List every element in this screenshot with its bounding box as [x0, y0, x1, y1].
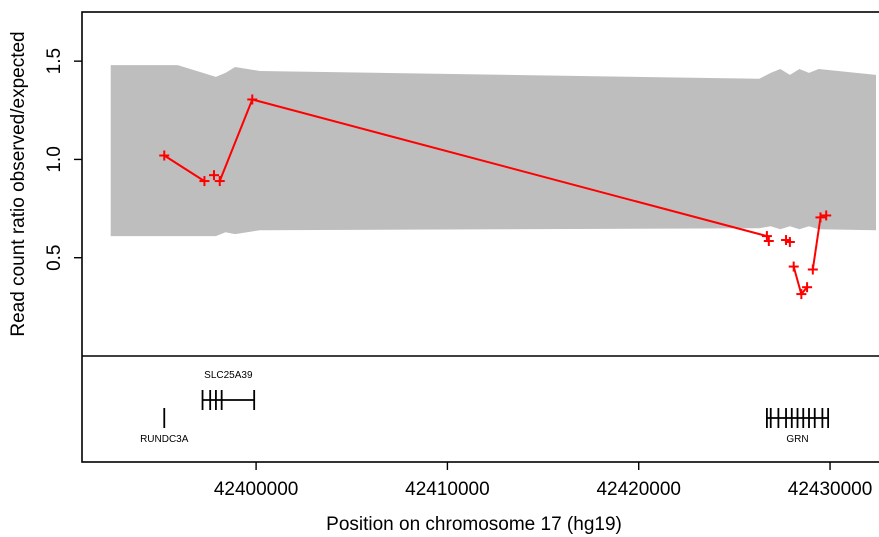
x-axis: 42400000 42410000 42420000 42430000 [214, 462, 872, 500]
x-tick-label: 42430000 [788, 479, 873, 500]
x-axis-label: Position on chromosome 17 (hg19) [326, 514, 622, 535]
y-tick-label: 1.5 [44, 48, 65, 74]
y-tick-label: 1.0 [44, 146, 65, 172]
data-point [214, 176, 225, 187]
data-point [784, 236, 795, 247]
series-segment [163, 154, 205, 182]
y-tick-label: 0.5 [44, 245, 65, 271]
gene-grn: GRN [766, 408, 830, 445]
data-point [761, 231, 772, 242]
gene-label: RUNDC3A [140, 434, 189, 445]
plot-frame [81, 11, 879, 463]
data-point [763, 236, 774, 247]
series-segment [252, 98, 768, 238]
data-point [209, 170, 220, 181]
data-point [807, 264, 818, 275]
series-segment [218, 99, 254, 182]
x-tick-label: 42400000 [214, 479, 299, 500]
gene-slc25a39: SLC25A39 [201, 370, 256, 410]
series-line-layer [163, 98, 822, 295]
data-point [821, 210, 832, 221]
data-point [199, 176, 210, 187]
x-tick-label: 42420000 [596, 479, 681, 500]
data-point [815, 212, 826, 223]
gene-rundc3a: RUNDC3A [140, 408, 189, 445]
data-point [802, 282, 813, 293]
point-marker-layer [159, 94, 832, 300]
series-segment [811, 217, 822, 270]
x-tick-label: 42410000 [405, 479, 490, 500]
gene-label: SLC25A39 [204, 370, 253, 381]
data-point [159, 150, 170, 161]
confidence-band-layer [110, 65, 876, 237]
gene-label: GRN [786, 434, 808, 445]
y-axis-label: Read count ratio observed/expected [8, 31, 29, 336]
confidence-band [110, 65, 876, 237]
y-axis: 0.5 1.0 1.5 [44, 48, 82, 271]
data-point [247, 94, 258, 105]
gene-track-layer: SLC25A39 RUNDC3A GRN [140, 370, 830, 445]
series-segment [792, 266, 803, 295]
data-point [796, 289, 807, 300]
data-point [788, 261, 799, 272]
